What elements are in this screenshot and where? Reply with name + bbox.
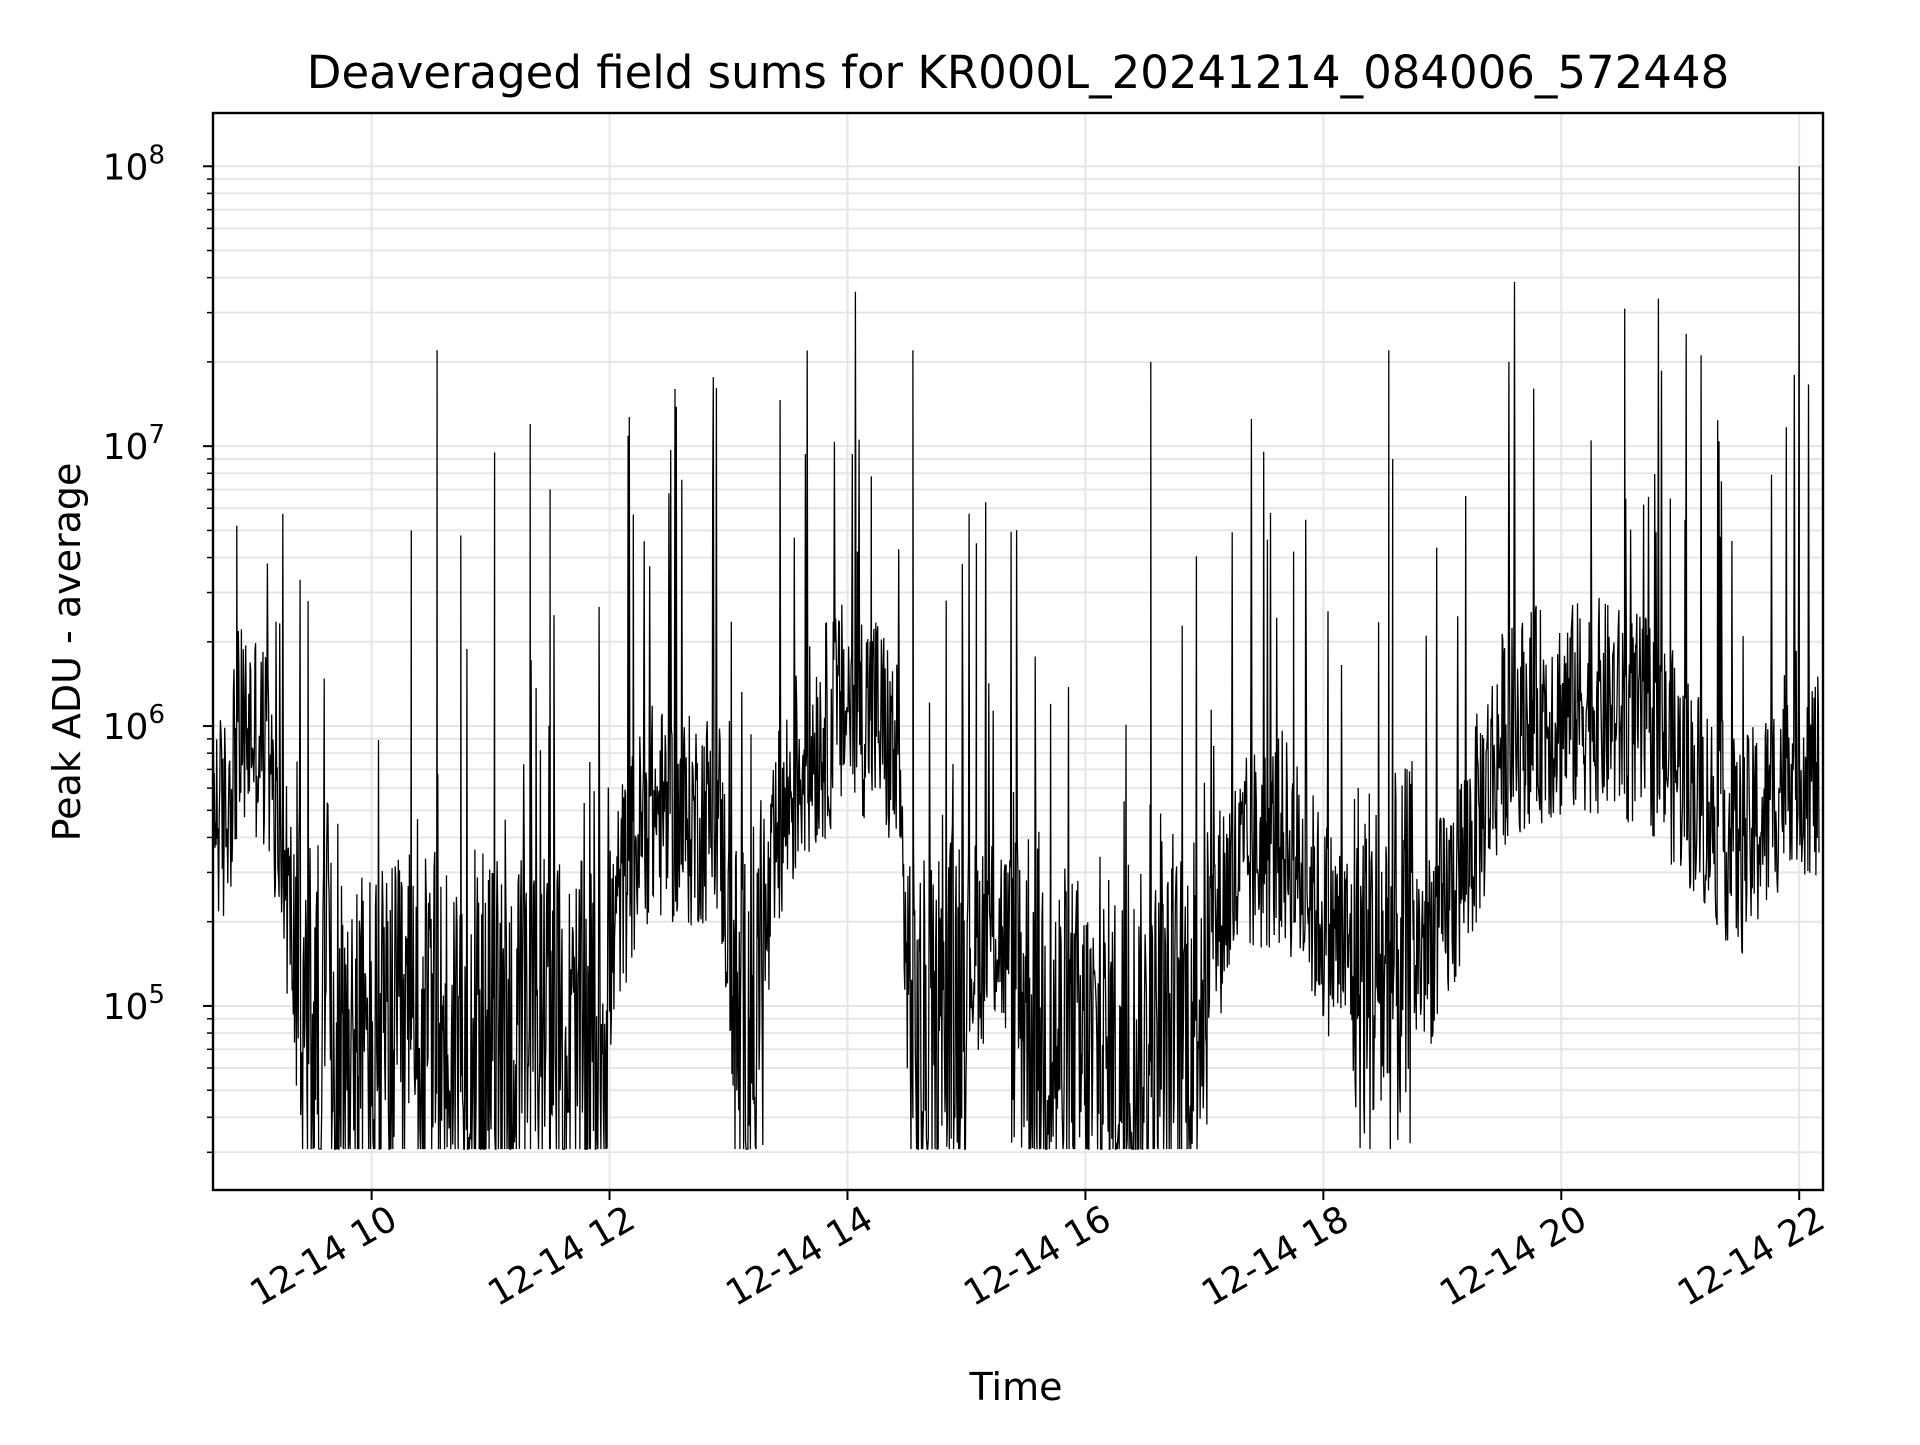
x-axis-label: Time	[969, 1365, 1063, 1409]
plot-frame	[211, 111, 1825, 1192]
y-tick-label: 106	[103, 700, 165, 748]
y-tick-label: 108	[103, 140, 165, 188]
y-tick-label: 105	[103, 980, 165, 1028]
series-layer	[212, 166, 1820, 1150]
series-line	[212, 166, 1820, 1150]
y-axis-label: Peak ADU - average	[45, 463, 89, 842]
y-tick-label: 107	[103, 420, 165, 468]
chart-title: Deaveraged field sums for KR000L_2024121…	[307, 46, 1729, 99]
